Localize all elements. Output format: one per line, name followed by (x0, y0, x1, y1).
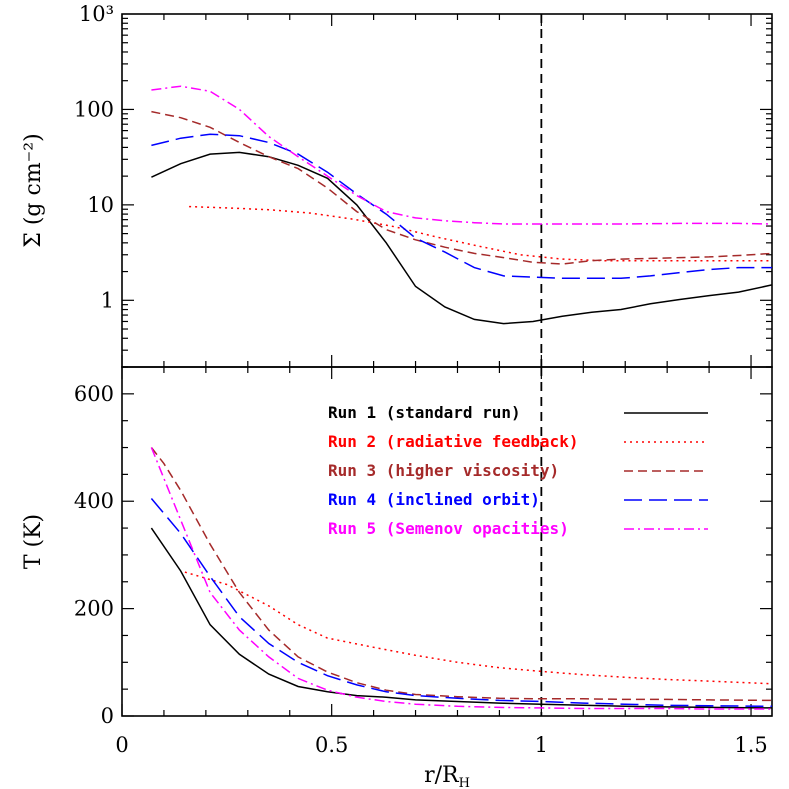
bottom-y-tick-label: 400 (74, 489, 114, 513)
x-axis-label-main: r/R (424, 763, 460, 788)
top-series-run-4 (151, 133, 772, 280)
bottom-series-run-3 (150, 447, 772, 702)
top-y-tick-label: 10 (87, 193, 114, 217)
x-axis-label-subscript: H (459, 776, 470, 789)
top-series-run-3 (151, 110, 772, 265)
top-panel-sigma: 1 10 100 10³ (74, 2, 773, 368)
top-y-tick-label: 1 (101, 288, 114, 312)
x-tick-label: 0 (115, 733, 128, 757)
top-series-run-2 (189, 205, 772, 262)
x-tick-label: 1.5 (734, 733, 767, 757)
x-tick-label: 1 (535, 733, 548, 757)
legend-label-run-2: Run 2 (radiative feedback) (328, 432, 578, 451)
bottom-panel-temperature: 0 200 400 600 (74, 366, 773, 728)
bottom-series-run-5 (150, 447, 772, 710)
legend: Run 1 (standard run) Run 2 (radiative fee… (328, 403, 708, 538)
legend-label-run-3: Run 3 (higher viscosity) (328, 461, 559, 480)
bottom-y-tick-label: 0 (101, 704, 114, 728)
x-tick-label: 0.5 (315, 733, 348, 757)
top-y-axis-label: Σ (g cm⁻²) (21, 133, 46, 247)
legend-label-run-1: Run 1 (standard run) (328, 403, 521, 422)
top-y-tick-label: 100 (74, 97, 114, 121)
bottom-y-tick-label: 600 (74, 382, 114, 406)
legend-label-run-5: Run 5 (Semenov opacities) (328, 519, 569, 538)
bottom-series-run-4 (150, 498, 772, 708)
axis-labels: 0 0.5 1 1.5 r/RH Σ (g cm⁻²) T (K) (21, 133, 768, 789)
top-frame (121, 13, 773, 368)
top-series-run-1 (151, 151, 772, 325)
x-axis-label: r/RH (424, 763, 470, 789)
bottom-y-axis-label: T (K) (21, 514, 46, 569)
legend-label-run-4: Run 4 (inclined orbit) (328, 490, 540, 509)
top-series-run-5 (151, 85, 772, 225)
bottom-series-run-2 (184, 571, 772, 685)
bottom-frame (121, 366, 773, 717)
bottom-series-run-1 (150, 527, 772, 709)
bottom-y-tick-label: 200 (74, 597, 114, 621)
top-y-tick-label: 10³ (79, 2, 114, 26)
